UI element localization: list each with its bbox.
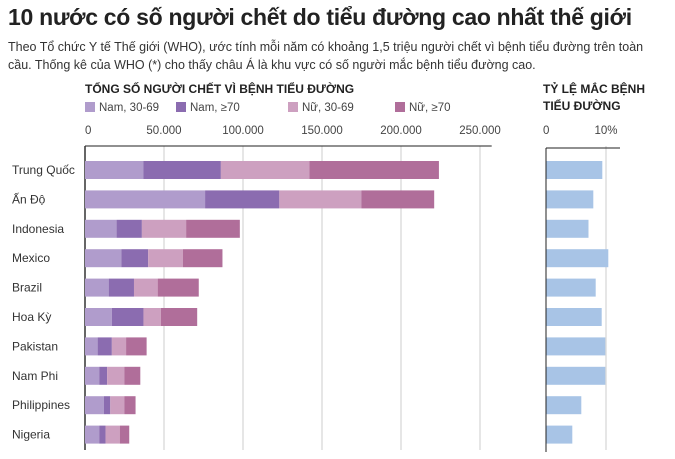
bar-segment [186,219,240,238]
rate-bar [546,161,603,179]
rate-bar [546,190,594,209]
bar-segment [143,308,161,326]
legend-label: Nam, 30-69 [99,102,159,114]
bar-segment [309,161,439,179]
country-label: Nam Phi [12,369,58,383]
legend-swatch [176,102,186,112]
bar-segment [85,249,122,268]
bar-segment [111,308,144,326]
chart-title-rate-line2: TIỂU ĐƯỜNG [543,98,621,113]
page-subtitle: Theo Tổ chức Y tế Thế giới (WHO), ước tí… [8,40,644,72]
x-tick-label: 0 [85,125,91,137]
country-label: Ấn Độ [12,191,46,206]
country-label: Philippines [12,398,70,412]
bar-segment [205,190,280,209]
legend-label: Nam, ≥70 [190,102,240,114]
rate-bar [546,219,589,238]
x-tick-label: 100.000 [222,125,264,137]
legend-swatch [85,102,95,112]
bar-segment [85,425,100,444]
x-tick-label: 250.000 [459,125,501,137]
rate-bar [546,337,606,356]
bar-segment [116,219,142,238]
x-tick-label: 0 [543,125,549,137]
page-title: 10 nước có số người chết do tiểu đường c… [8,4,632,30]
bar-segment [99,366,108,385]
x-tick-label: 50.000 [146,125,181,137]
x-tick-label: 10% [594,125,617,137]
bar-segment [119,425,130,444]
bar-segment [111,337,127,356]
country-label: Trung Quốc [12,163,75,177]
bar-segment [182,249,223,268]
bar-segment [220,161,310,179]
country-label: Pakistan [12,339,58,353]
bar-segment [141,219,187,238]
x-tick-label: 200.000 [380,125,422,137]
bar-segment [148,249,183,268]
bar-segment [105,425,120,444]
bar-segment [99,425,106,444]
bar-segment [107,366,125,385]
bar-segment [85,337,98,356]
rate-bar [546,278,596,297]
bar-segment [103,396,111,415]
rate-bar [546,396,582,415]
chart-title-deaths: TỔNG SỐ NGƯỜI CHẾT VÌ BỆNH TIỂU ĐƯỜNG [85,81,354,96]
bar-segment [160,308,198,326]
bar-segment [85,366,100,385]
country-label: Mexico [12,251,50,265]
legend-swatch [288,102,298,112]
country-label: Indonesia [12,222,64,236]
country-label: Hoa Kỳ [12,310,51,324]
bar-segment [361,190,435,209]
rate-bar [546,249,609,268]
legend-label: Nữ, 30-69 [302,102,354,114]
bar-segment [133,278,158,297]
bar-segment [97,337,112,356]
bar-segment [85,278,109,297]
bar-segment [108,278,134,297]
bar-segment [126,337,147,356]
bar-segment [85,219,117,238]
bar-segment [124,366,141,385]
bar-segment [124,396,136,415]
bar-segment [85,161,144,179]
rate-bar [546,366,606,385]
bar-segment [157,278,199,297]
bar-segment [85,190,206,209]
bar-segment [110,396,125,415]
chart-title-rate-line1: TỶ LỆ MẮC BỆNH [543,81,645,96]
bar-segment [85,308,112,326]
legend-label: Nữ, ≥70 [409,102,451,114]
rate-bar [546,425,573,444]
bar-segment [121,249,149,268]
rate-bar [546,308,602,326]
bar-segment [279,190,362,209]
x-tick-label: 150.000 [301,125,343,137]
country-label: Nigeria [12,428,50,442]
bar-segment [85,396,104,415]
country-label: Brazil [12,281,42,295]
bar-segment [143,161,221,179]
legend-swatch [395,102,405,112]
